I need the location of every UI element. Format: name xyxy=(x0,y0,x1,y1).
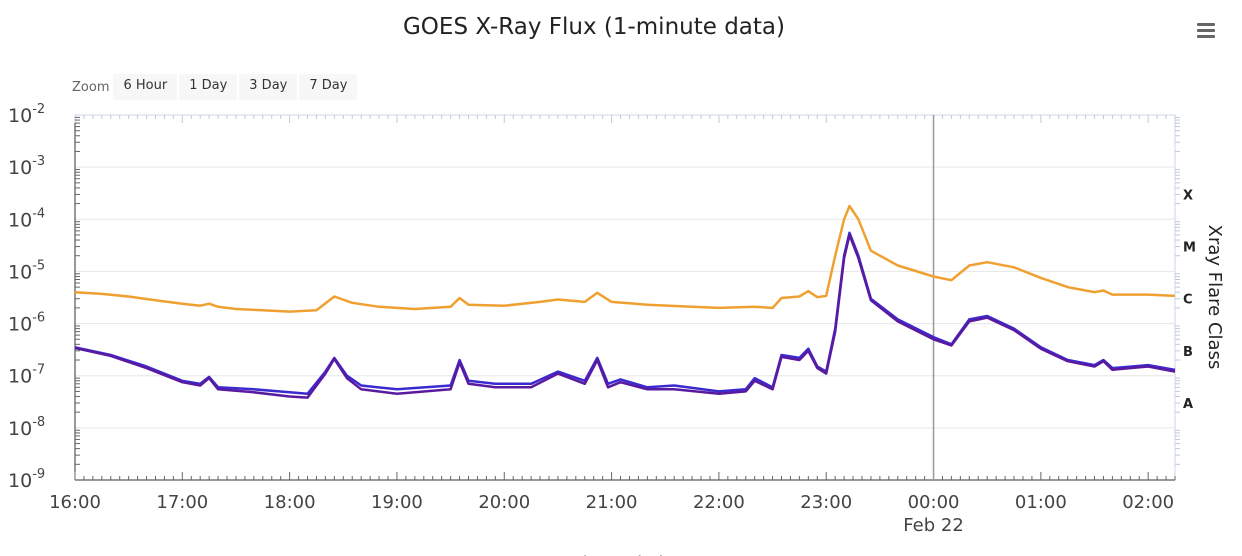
x-date-label: Feb 22 xyxy=(903,515,964,536)
y-tick-label: 10-8 xyxy=(8,415,45,440)
hamburger-icon xyxy=(1197,23,1215,26)
x-axis-title: Universal Time xyxy=(558,553,692,556)
x-tick-label: 16:00 xyxy=(49,492,101,513)
x-tick-label: 02:00 xyxy=(1122,492,1174,513)
x-tick-label: 22:00 xyxy=(693,492,745,513)
y-tick-label: 10-2 xyxy=(8,102,45,127)
zoom-7-day-button[interactable]: 7 Day xyxy=(299,74,358,100)
zoom-bar: Zoom 6 Hour 1 Day 3 Day 7 Day xyxy=(66,74,359,100)
x-tick-label: 18:00 xyxy=(264,492,316,513)
zoom-6-hour-button[interactable]: 6 Hour xyxy=(113,74,178,100)
series-lines xyxy=(74,204,1176,399)
x-tick-label: 17:00 xyxy=(156,492,208,513)
flare-class-label: C xyxy=(1183,293,1193,308)
flare-class-label: B xyxy=(1183,345,1193,360)
series-line-2 xyxy=(74,233,1176,399)
x-tick-label: 23:00 xyxy=(800,492,852,513)
x-tick-label: 01:00 xyxy=(1015,492,1067,513)
y-tick-label: 10-9 xyxy=(8,467,45,492)
y-tick-label: 10-7 xyxy=(8,363,45,388)
zoom-3-day-button[interactable]: 3 Day xyxy=(239,74,298,100)
x-tick-label: 21:00 xyxy=(586,492,638,513)
right-axis-title: Xray Flare Class xyxy=(1204,225,1225,370)
flare-class-label: A xyxy=(1183,397,1193,412)
axes xyxy=(74,114,1180,481)
series-line-1 xyxy=(74,231,1176,396)
y-tick-label: 10-6 xyxy=(8,311,45,336)
chart-menu-button[interactable] xyxy=(1193,20,1219,46)
axis-labels: 10-2 10-3 10-4 10-5 10-6 10-7 10-8 10-916:00 17:… xyxy=(8,102,1225,556)
series-line-0 xyxy=(74,204,1176,313)
flare-class-label: M xyxy=(1183,241,1196,256)
x-tick-label: 00:00 xyxy=(908,492,960,513)
grid-lines xyxy=(75,114,1175,481)
x-tick-label: 19:00 xyxy=(371,492,423,513)
zoom-1-day-button[interactable]: 1 Day xyxy=(179,74,238,100)
y-tick-label: 10-4 xyxy=(8,206,45,231)
x-tick-label: 20:00 xyxy=(478,492,530,513)
zoom-label: Zoom xyxy=(72,79,110,95)
y-tick-label: 10-3 xyxy=(8,154,45,179)
y-tick-label: 10-5 xyxy=(8,258,45,283)
flare-class-label: X xyxy=(1183,188,1193,203)
plot-frame xyxy=(74,114,1176,481)
chart-title: GOES X-Ray Flux (1-minute data) xyxy=(402,14,785,40)
